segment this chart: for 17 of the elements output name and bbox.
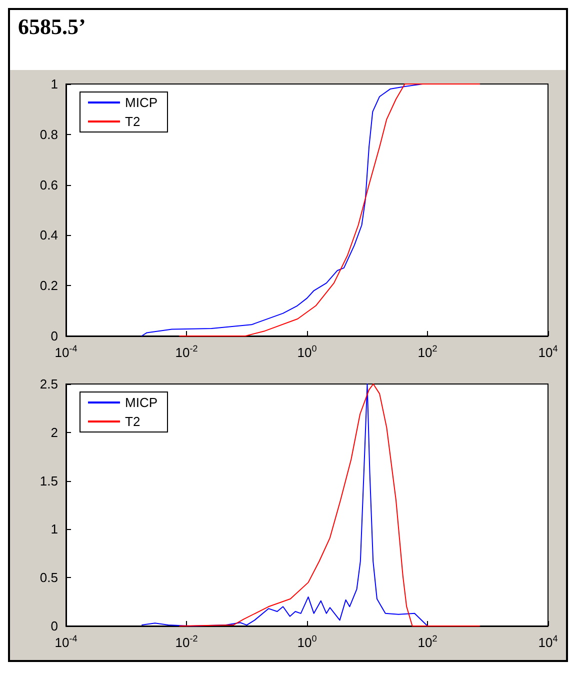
y-tick-label: 0.6 <box>40 177 58 192</box>
legend-label: T2 <box>125 114 140 129</box>
y-tick-label: 1 <box>50 76 58 92</box>
y-tick-label: 2 <box>50 424 58 440</box>
y-tick-label: 0.5 <box>40 570 58 586</box>
legend-label: MICP <box>125 395 158 410</box>
y-tick-label: 0.4 <box>40 228 58 243</box>
y-tick-label: 2.5 <box>40 376 58 392</box>
y-tick-label: 1.5 <box>40 473 58 488</box>
y-tick-label: 1 <box>50 522 58 537</box>
legend-label: T2 <box>125 414 140 429</box>
chart-title: 6585.5’ <box>17 13 87 41</box>
y-tick-label: 0 <box>50 328 58 344</box>
legend-label: MICP <box>125 95 158 110</box>
y-tick-label: 0 <box>50 618 58 634</box>
y-tick-label: 0.8 <box>40 126 58 142</box>
y-tick-label: 0.2 <box>40 278 58 294</box>
